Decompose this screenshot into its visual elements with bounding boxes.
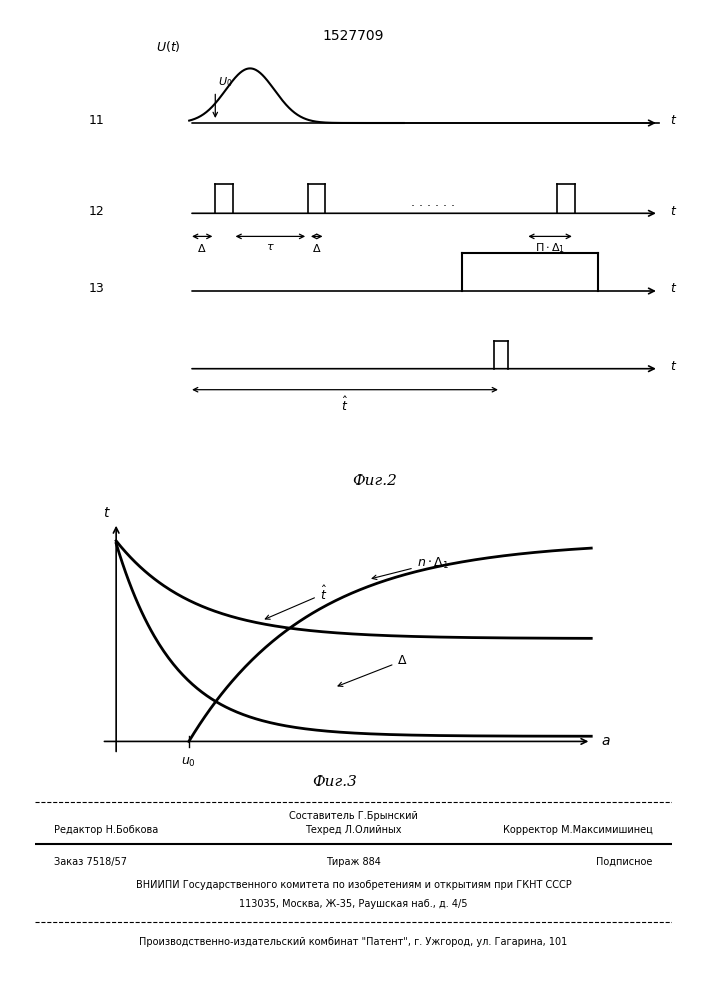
Text: $t$: $t$ (670, 114, 677, 127)
Text: $U_0$: $U_0$ (218, 76, 233, 89)
Text: Редактор Н.Бобкова: Редактор Н.Бобкова (54, 825, 158, 835)
Text: Составитель Г.Брынский: Составитель Г.Брынский (289, 811, 418, 821)
Text: 13: 13 (88, 282, 105, 295)
Text: Тираж 884: Тираж 884 (326, 857, 381, 867)
Text: $t$: $t$ (670, 360, 677, 373)
Text: 12: 12 (88, 205, 105, 218)
Text: $\Delta$: $\Delta$ (197, 242, 207, 254)
Text: $t$: $t$ (670, 205, 677, 218)
Text: $u_0$: $u_0$ (182, 756, 197, 769)
Text: $\hat{t}$: $\hat{t}$ (341, 396, 349, 414)
Text: $\Delta$: $\Delta$ (312, 242, 322, 254)
Text: Фиг.2: Фиг.2 (352, 474, 397, 488)
Text: $\hat{t}$: $\hat{t}$ (265, 585, 327, 619)
Text: ВНИИПИ Государственного комитета по изобретениям и открытиям при ГКНТ СССР: ВНИИПИ Государственного комитета по изоб… (136, 880, 571, 890)
Text: 1527709: 1527709 (323, 29, 384, 43)
Text: Производственно-издательский комбинат "Патент", г. Ужгород, ул. Гагарина, 101: Производственно-издательский комбинат "П… (139, 937, 568, 947)
Text: 11: 11 (88, 114, 105, 127)
Text: $t$: $t$ (103, 506, 110, 520)
Text: $n \cdot \Delta_1$: $n \cdot \Delta_1$ (372, 556, 449, 580)
Text: $U(t)$: $U(t)$ (156, 39, 180, 54)
Text: Подписное: Подписное (596, 857, 653, 867)
Text: $t$: $t$ (670, 282, 677, 295)
Text: Заказ 7518/57: Заказ 7518/57 (54, 857, 127, 867)
Text: Техред Л.Олийных: Техред Л.Олийных (305, 825, 402, 835)
Text: $a$: $a$ (601, 734, 611, 748)
Text: Фиг.3: Фиг.3 (312, 775, 357, 789)
Text: . . . . . .: . . . . . . (411, 196, 455, 209)
Text: $\tau$: $\tau$ (266, 242, 275, 252)
Text: Корректор М.Максимишинец: Корректор М.Максимишинец (503, 825, 653, 835)
Text: 113035, Москва, Ж-35, Раушская наб., д. 4/5: 113035, Москва, Ж-35, Раушская наб., д. … (239, 899, 468, 909)
Text: $\Delta$: $\Delta$ (338, 654, 408, 686)
Text: $\Pi \cdot \Delta_1$: $\Pi \cdot \Delta_1$ (535, 242, 565, 255)
